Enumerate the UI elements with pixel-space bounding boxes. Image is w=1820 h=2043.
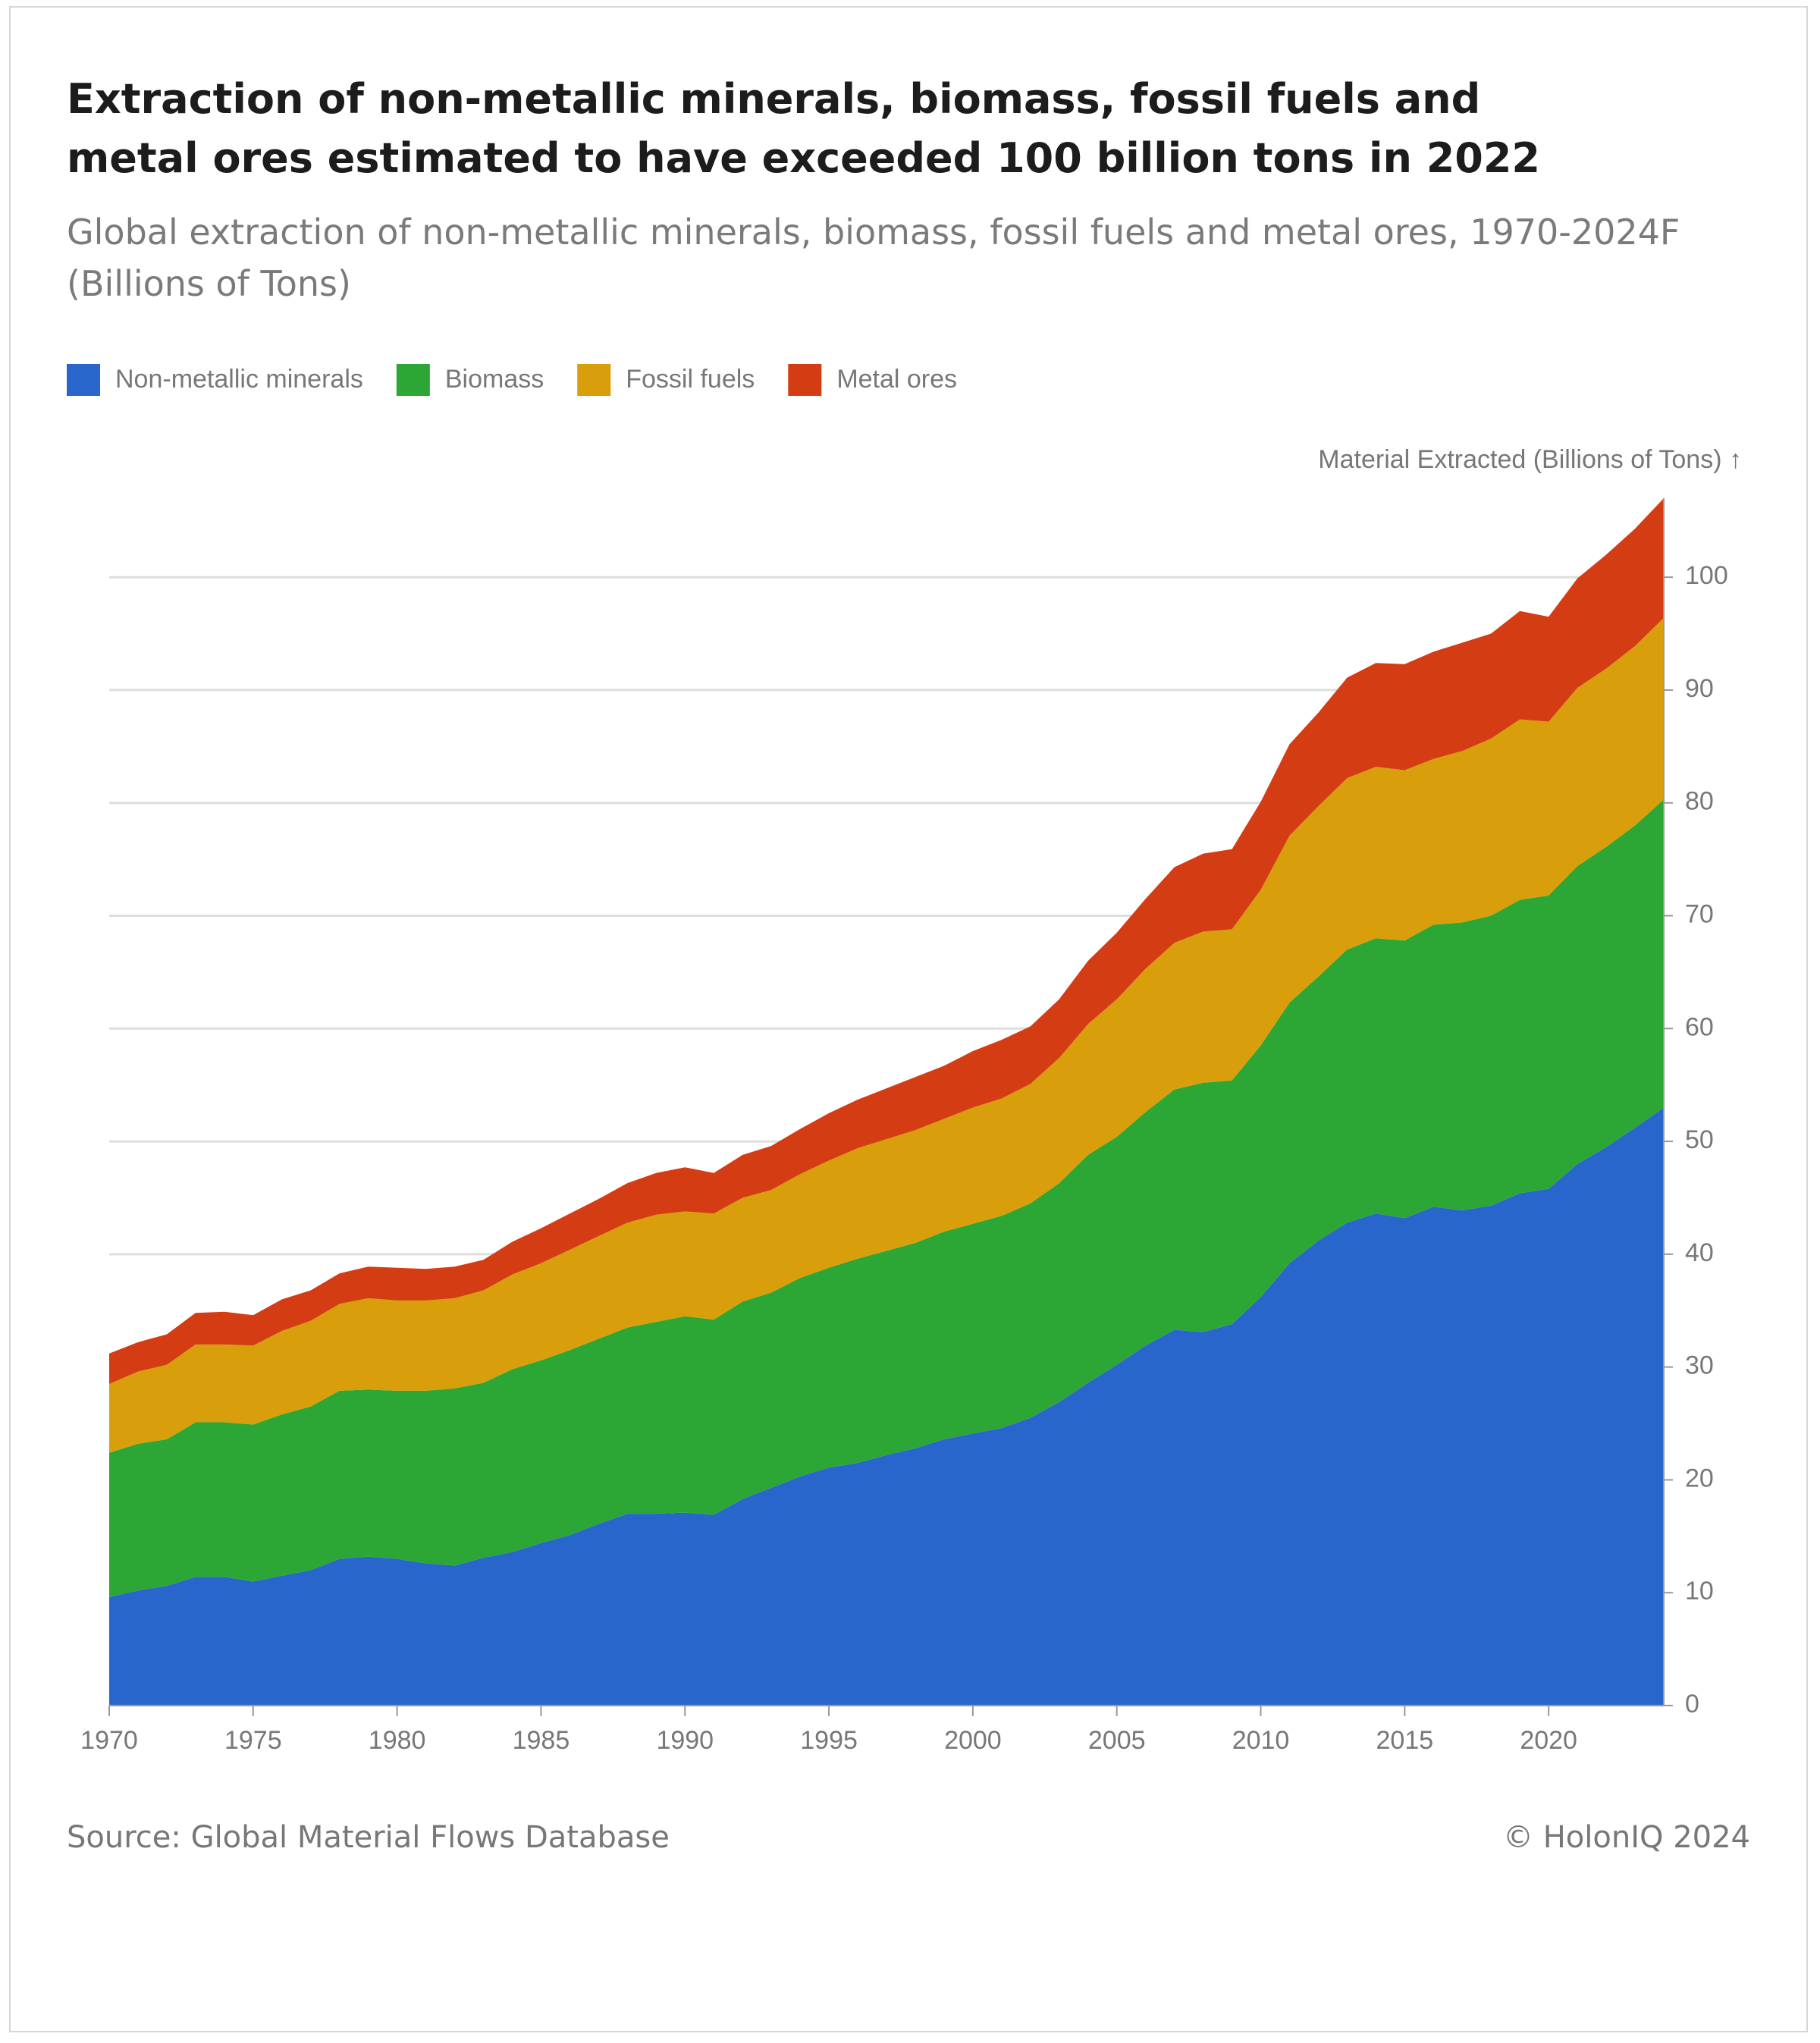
areas: [109, 498, 1664, 1706]
y-tick-label: 90: [1685, 674, 1714, 703]
chart-subtitle: Global extraction of non-metallic minera…: [67, 212, 1680, 304]
x-tick-label: 1980: [369, 1726, 426, 1755]
area: [109, 799, 1664, 1598]
y-tick-label: 30: [1685, 1351, 1714, 1380]
y-tick-label: 50: [1685, 1125, 1714, 1154]
y-tick-label: 100: [1685, 561, 1728, 590]
y-tick-label: 80: [1685, 787, 1714, 816]
x-tick-label: 2015: [1376, 1726, 1434, 1755]
legend-swatch: [67, 364, 100, 396]
x-tick-label: 1975: [224, 1726, 282, 1755]
y-axis-label: Material Extracted (Billions of Tons) ↑: [1318, 445, 1742, 474]
y-tick-label: 10: [1685, 1577, 1714, 1605]
y-tick-label: 0: [1685, 1690, 1699, 1718]
legend-label: Fossil fuels: [626, 365, 755, 394]
x-tick-label: 2020: [1520, 1726, 1577, 1755]
legend-label: Non-metallic minerals: [115, 365, 363, 394]
legend-swatch: [788, 364, 822, 396]
legend-label: Metal ores: [836, 365, 957, 394]
chart-title: Extraction of non-metallic minerals, bio…: [67, 75, 1540, 182]
y-tick-label: 60: [1685, 1012, 1714, 1041]
x-tick-label: 2010: [1232, 1726, 1290, 1755]
credit: © HolonIQ 2024: [1503, 1820, 1750, 1855]
y-tick-label: 70: [1685, 899, 1714, 928]
source: Source: Global Material Flows Database: [67, 1820, 670, 1855]
y-tick-label: 40: [1685, 1238, 1714, 1267]
legend-swatch: [396, 364, 430, 396]
x-tick-label: 2000: [944, 1726, 1002, 1755]
y-tick-label: 20: [1685, 1464, 1714, 1492]
area: [109, 617, 1664, 1453]
legend-swatch: [577, 364, 611, 396]
legend-label: Biomass: [445, 365, 544, 394]
card: [9, 6, 1808, 2032]
x-tick-label: 1985: [513, 1726, 570, 1755]
x-tick-label: 2005: [1088, 1726, 1146, 1755]
x-tick-label: 1970: [80, 1726, 138, 1755]
x-tick-label: 1995: [800, 1726, 858, 1755]
x-tick-label: 1990: [656, 1726, 714, 1755]
area: [109, 1107, 1664, 1706]
